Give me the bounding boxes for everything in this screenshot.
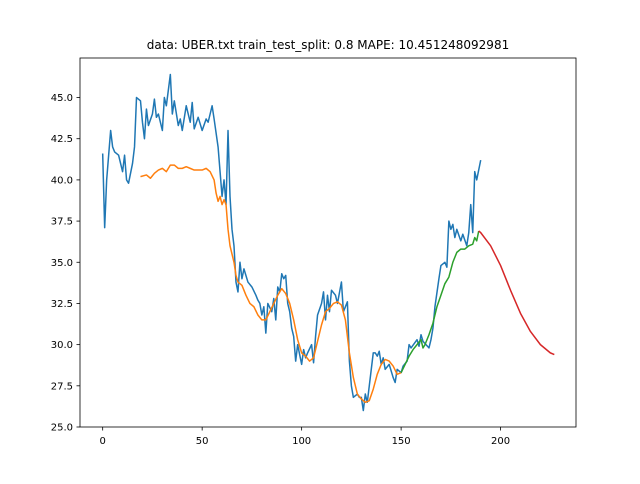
axes-frame [79,57,577,428]
y-tick-label: 32.5 [51,299,73,310]
y-tick-label: 25.0 [51,423,73,434]
y-tick-label: 45.0 [51,93,73,104]
y-tick-label: 30.0 [51,340,73,351]
x-tick-label: 200 [491,436,510,447]
x-tick-label: 150 [392,436,411,447]
data-line [400,230,480,373]
x-tick-label: 100 [292,436,311,447]
y-tick-label: 37.5 [51,217,73,228]
chart-title: data: UBER.txt train_test_split: 0.8 MAP… [147,38,509,52]
y-tick-label: 27.5 [51,381,73,392]
data-line [478,230,555,356]
data-line [101,73,482,412]
data-line [140,164,402,404]
y-tick-label: 35.0 [51,258,73,269]
y-tick-label: 40.0 [51,175,73,186]
y-tick-label: 42.5 [51,134,73,145]
x-tick-label: 0 [99,436,105,447]
x-tick-label: 50 [196,436,209,447]
